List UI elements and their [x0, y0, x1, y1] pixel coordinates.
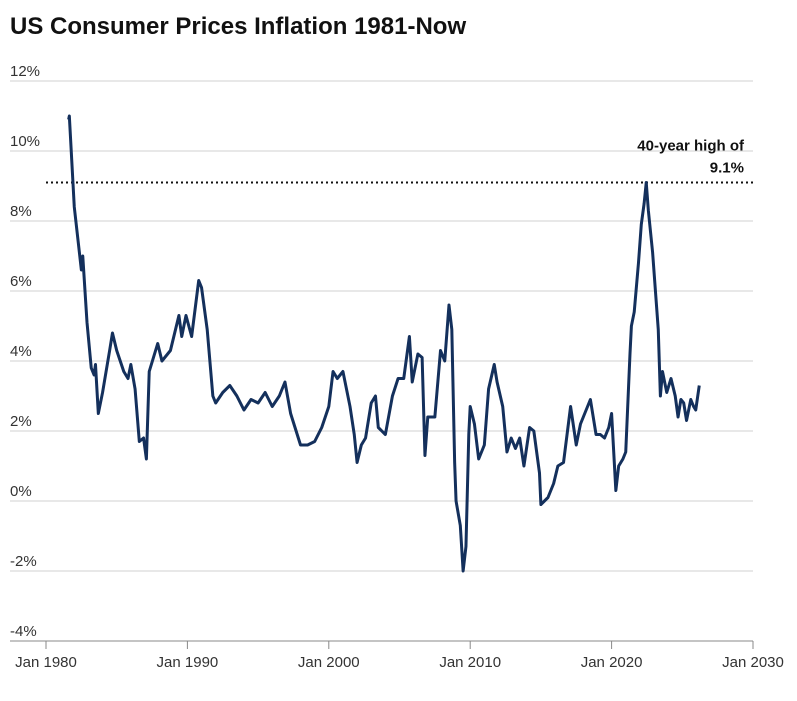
annotation: 9.1% — [710, 160, 744, 177]
y-tick-label: 12% — [10, 63, 40, 80]
y-tick-label: -4% — [10, 623, 37, 640]
y-tick-label: 10% — [10, 133, 40, 150]
x-tick-label: Jan 2030 — [722, 654, 784, 671]
line — [67, 114, 701, 573]
y-tick-label: 8% — [10, 203, 32, 220]
y-tick-label: 2% — [10, 413, 32, 430]
x-tick-label: Jan 2010 — [439, 654, 501, 671]
x-tick-label: Jan 1980 — [15, 654, 77, 671]
y-tick-label: 4% — [10, 343, 32, 360]
y-tick-label: 6% — [10, 273, 32, 290]
chart-title: US Consumer Prices Inflation 1981-Now — [10, 13, 466, 40]
x-tick-label: Jan 1990 — [157, 654, 219, 671]
y-tick-label: 0% — [10, 483, 32, 500]
annotation: 40-year high of — [637, 138, 745, 155]
y-tick-label: -2% — [10, 553, 37, 570]
x-tick-label: Jan 2020 — [581, 654, 643, 671]
x-tick-label: Jan 2000 — [298, 654, 360, 671]
